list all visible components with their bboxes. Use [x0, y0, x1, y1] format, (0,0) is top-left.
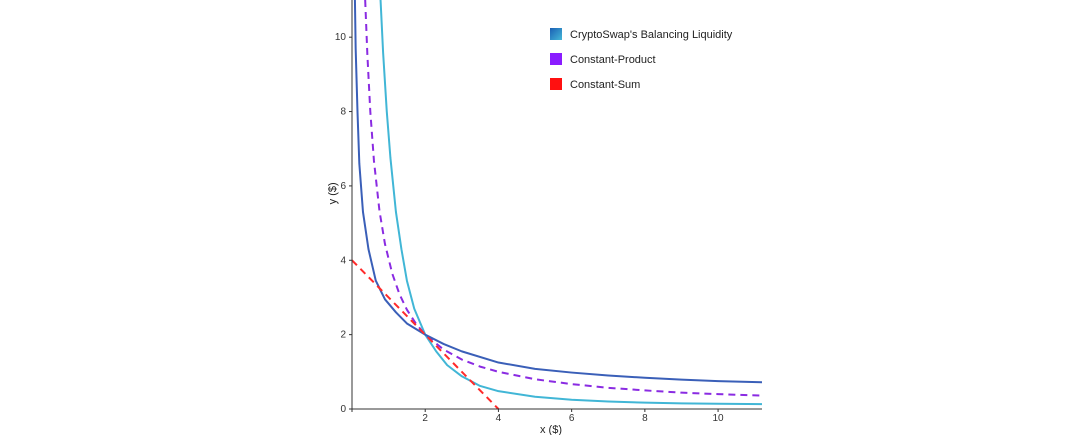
legend: CryptoSwap's Balancing Liquidity Constant… [550, 28, 733, 91]
series-line-1 [364, 0, 762, 397]
y-tick-label: 4 [340, 255, 346, 266]
y-tick-label: 2 [340, 330, 346, 341]
legend-swatch-0 [550, 28, 562, 40]
series-line-2 [353, 0, 762, 384]
legend-swatch-2 [550, 78, 562, 90]
series-line-0 [379, 0, 762, 406]
y-tick-label: 8 [340, 107, 346, 118]
axes-layer: 0 2 4 6 8 10 2 4 6 8 10 x ($) y ($) [327, 0, 762, 436]
legend-label-2: Constant-Sum [570, 79, 640, 91]
legend-label-1: Constant-Product [570, 54, 656, 66]
x-tick-label: 10 [713, 413, 725, 424]
series-layer [352, 0, 762, 410]
legend-swatch-1 [550, 53, 562, 65]
legend-label-0: CryptoSwap's Balancing Liquidity [570, 29, 733, 41]
x-axis-title: x ($) [540, 424, 562, 435]
x-tick-label: 8 [642, 413, 648, 424]
x-tick-label: 2 [422, 413, 428, 424]
x-tick-label: 4 [496, 413, 502, 424]
y-tick-label: 10 [335, 32, 347, 43]
y-tick-label: 0 [340, 404, 346, 415]
y-tick-label: 6 [340, 181, 346, 192]
series-line-3 [352, 259, 500, 410]
x-tick-label: 6 [569, 413, 575, 424]
y-axis-title: y ($) [327, 182, 339, 204]
